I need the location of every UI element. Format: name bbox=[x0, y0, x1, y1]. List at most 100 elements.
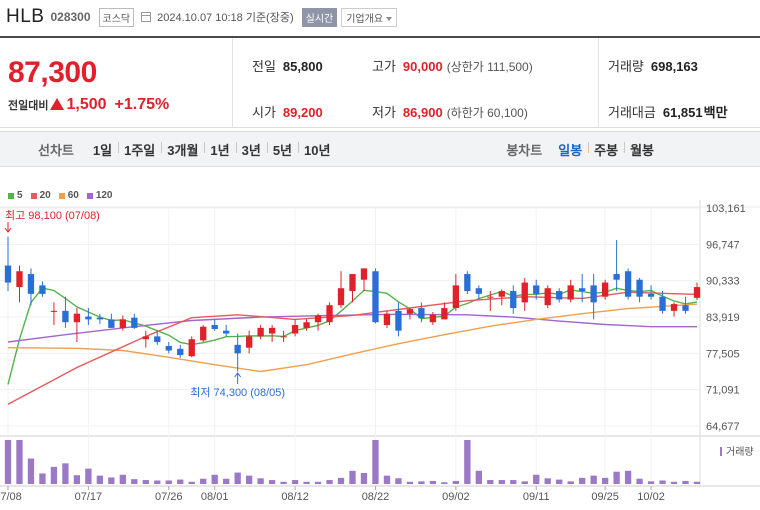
line-chart-label: 선차트 bbox=[38, 142, 74, 158]
volume-bar bbox=[50, 466, 58, 484]
chevron-down-icon bbox=[386, 16, 393, 21]
volume-bar bbox=[521, 481, 528, 484]
tab-monthly[interactable]: 월봉 bbox=[624, 140, 660, 159]
price-change: 전일대비 1,500 +1.75% bbox=[8, 96, 169, 114]
volume-bar bbox=[245, 475, 253, 484]
candle-body bbox=[245, 336, 253, 348]
asof-time: 2024.10.07 10:18 기준(장중) bbox=[157, 12, 294, 24]
candle-body bbox=[27, 274, 35, 294]
candle-body bbox=[647, 293, 655, 297]
upper-limit: (상한가 111,500) bbox=[446, 60, 533, 74]
change-amount: 1,500 bbox=[66, 96, 107, 113]
stat-label: 거래대금 bbox=[608, 105, 656, 120]
stat-high: 고가 90,000 (상한가 111,500) bbox=[372, 56, 533, 75]
volume-bar bbox=[234, 472, 241, 484]
volume-bar bbox=[533, 474, 540, 484]
volume-bar bbox=[395, 478, 402, 484]
candle-body bbox=[360, 268, 368, 280]
tab-5y[interactable]: 5년 bbox=[266, 140, 298, 159]
volume-bar bbox=[498, 480, 505, 484]
volume-bar bbox=[418, 481, 425, 484]
legend-label: 20 bbox=[39, 190, 51, 201]
volume-bar bbox=[211, 474, 218, 484]
candle-body bbox=[165, 345, 172, 351]
tab-weekly[interactable]: 주봉 bbox=[588, 140, 624, 159]
candle-body bbox=[441, 308, 448, 320]
volume-bar bbox=[464, 440, 471, 484]
stat-value: 89,200 bbox=[282, 105, 323, 120]
candle-body bbox=[326, 305, 333, 323]
company-overview-dropdown[interactable]: 기업개요 bbox=[341, 7, 398, 27]
candle-body bbox=[383, 313, 391, 326]
candle-body bbox=[579, 288, 586, 292]
volume-bar bbox=[670, 481, 678, 484]
stat-label: 전일 bbox=[252, 59, 276, 74]
candle-body bbox=[601, 282, 609, 297]
high-annotation: 최고 98,100 (07/08) bbox=[5, 209, 100, 222]
stat-low: 저가 86,900 (하한가 60,100) bbox=[372, 102, 528, 121]
volume-bar bbox=[62, 463, 69, 484]
candle-body bbox=[85, 316, 92, 320]
volume-bar bbox=[360, 473, 368, 484]
volume-bar bbox=[326, 480, 333, 484]
volume-bar bbox=[119, 474, 126, 484]
volume-bar bbox=[108, 477, 115, 484]
candle-chart-label: 봉차트 bbox=[506, 142, 543, 158]
tab-1w[interactable]: 1주일 bbox=[118, 140, 161, 159]
current-price: 87,300 bbox=[8, 56, 97, 89]
volume-bar bbox=[27, 458, 35, 484]
legend-label: 60 bbox=[67, 190, 79, 201]
tab-1d[interactable]: 1일 bbox=[92, 142, 113, 158]
legend-swatch bbox=[8, 192, 14, 199]
candle-body bbox=[257, 327, 264, 337]
candle-body bbox=[50, 310, 58, 312]
candle-body bbox=[142, 336, 149, 340]
tab-10y[interactable]: 10년 bbox=[298, 140, 336, 159]
candle-body bbox=[234, 344, 241, 354]
legend-item-ma5: 5 bbox=[8, 190, 23, 201]
tab-daily[interactable]: 일봉 bbox=[558, 142, 583, 158]
legend-swatch bbox=[58, 192, 65, 199]
candle-body bbox=[280, 336, 287, 338]
volume-bar bbox=[314, 481, 322, 484]
stat-value: 61,851 bbox=[662, 105, 703, 120]
x-tick-label: 07/17 bbox=[75, 491, 103, 503]
candle-body bbox=[406, 309, 414, 314]
candle-body bbox=[670, 304, 678, 311]
x-tick-label: 07/08 bbox=[0, 491, 22, 503]
candle-body bbox=[337, 288, 345, 306]
volume-bar bbox=[154, 480, 161, 484]
tab-3m[interactable]: 3개월 bbox=[161, 140, 204, 159]
stat-unit: 백만 bbox=[703, 105, 728, 120]
volume-bar bbox=[165, 480, 172, 484]
candlestick-chart[interactable]: 103,161 96,747 90,333 83,919 77,505 71,091 64,… bbox=[0, 186, 760, 510]
volume-bar bbox=[349, 470, 356, 484]
candle-body bbox=[533, 285, 540, 294]
candle-body bbox=[395, 310, 402, 331]
candle-body bbox=[119, 319, 126, 328]
candle-body bbox=[291, 325, 299, 334]
volume-bar bbox=[16, 440, 23, 484]
legend-item-ma20: 20 bbox=[30, 190, 51, 201]
candle-body bbox=[556, 291, 563, 300]
candle-body bbox=[200, 326, 207, 341]
volume-bar bbox=[682, 480, 689, 484]
stat-label: 고가 bbox=[372, 59, 396, 74]
realtime-button[interactable]: 실시간 bbox=[301, 7, 338, 27]
tab-1y[interactable]: 1년 bbox=[204, 140, 235, 159]
volume-bar bbox=[257, 478, 264, 484]
candle-body bbox=[498, 291, 505, 297]
y-tick-label: 103,161 bbox=[706, 203, 746, 215]
volume-bar bbox=[510, 480, 517, 484]
x-tick-label: 09/11 bbox=[523, 491, 550, 503]
y-tick-label: 96,747 bbox=[706, 239, 740, 251]
stock-header: HLB 028300 코스닥 2024.10.07 10:18 기준(장중) 실… bbox=[0, 0, 760, 34]
legend-swatch bbox=[86, 192, 93, 199]
market-badge: 코스닥 bbox=[98, 7, 135, 27]
tab-3y[interactable]: 3년 bbox=[235, 140, 267, 159]
volume-bar bbox=[647, 481, 655, 484]
volume-bar bbox=[142, 480, 149, 484]
legend-label: 5 bbox=[17, 190, 23, 201]
stat-value: 86,900 bbox=[402, 105, 443, 120]
volume-bar bbox=[280, 481, 287, 484]
